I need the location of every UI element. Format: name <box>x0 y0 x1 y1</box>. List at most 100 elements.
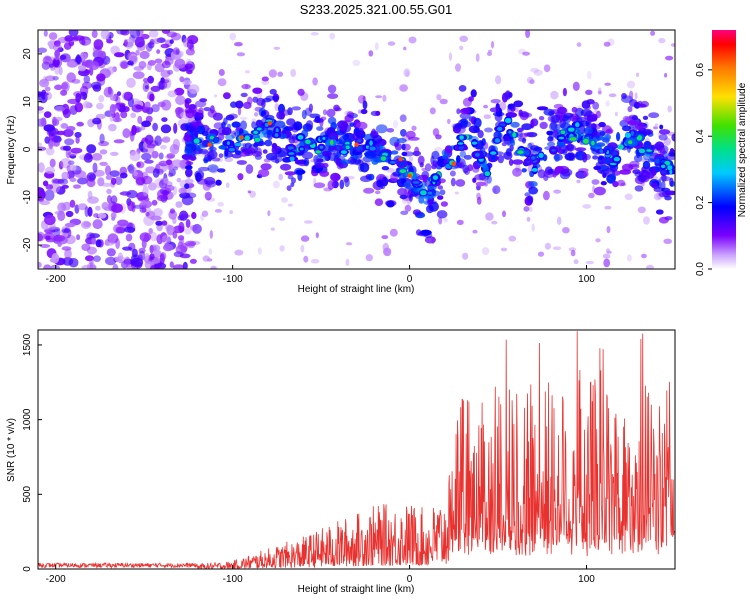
noise-blob <box>162 243 174 252</box>
signal-blob <box>225 134 235 141</box>
signal-blob <box>472 177 477 183</box>
noise-blob <box>88 173 96 181</box>
signal-blob <box>490 99 501 104</box>
noise-blob <box>153 208 163 217</box>
noise-blob <box>87 206 93 217</box>
noise-blob <box>39 78 50 88</box>
signal-blob <box>199 98 208 103</box>
noise-blob <box>146 143 156 149</box>
signal-blob <box>455 179 466 187</box>
signal-blob <box>595 142 606 147</box>
background-blob <box>290 68 297 78</box>
background-blob <box>443 217 448 223</box>
y-tick-label: 500 <box>22 486 33 503</box>
signal-core <box>628 140 633 145</box>
y-tick-label: 1000 <box>22 408 33 431</box>
signal-blob <box>240 92 248 98</box>
signal-core <box>228 147 236 152</box>
signal-blob <box>236 160 247 165</box>
noise-blob <box>126 77 136 88</box>
noise-blob <box>76 234 81 241</box>
noise-blob <box>113 139 125 144</box>
signal-blob <box>241 83 251 90</box>
noise-blob <box>48 139 54 150</box>
background-blob <box>429 107 436 115</box>
signal-core <box>234 142 242 147</box>
noise-blob <box>45 75 56 82</box>
signal-blob <box>539 121 548 130</box>
signal-blob <box>582 152 588 163</box>
noise-blob <box>38 190 46 199</box>
noise-blob <box>124 256 131 268</box>
noise-blob <box>127 60 134 66</box>
noise-blob <box>95 239 102 248</box>
noise-blob <box>68 30 79 37</box>
signal-core <box>345 145 350 150</box>
signal-blob <box>616 132 621 142</box>
signal-blob <box>204 176 216 185</box>
signal-blob <box>508 158 514 166</box>
background-blob <box>526 216 531 222</box>
background-blob <box>637 206 646 214</box>
signal-blob <box>412 209 421 216</box>
background-blob <box>315 232 319 239</box>
background-blob <box>229 210 233 215</box>
signal-blob <box>571 106 578 113</box>
noise-blob <box>66 72 76 83</box>
background-blob <box>537 251 545 257</box>
snr-frame <box>37 329 676 570</box>
signal-blob <box>375 124 388 134</box>
signal-blob <box>583 126 593 135</box>
noise-blob <box>57 202 66 213</box>
noise-blob <box>99 161 108 166</box>
signal-blob <box>185 165 193 170</box>
signal-blob <box>280 163 292 171</box>
noise-blob <box>112 117 122 123</box>
noise-blob <box>66 125 76 132</box>
noise-blob <box>110 177 117 185</box>
signal-blob <box>492 185 501 195</box>
signal-core <box>288 152 295 155</box>
noise-blob <box>172 47 180 55</box>
signal-blob <box>583 171 589 177</box>
noise-blob <box>176 177 182 183</box>
background-blob <box>438 217 443 225</box>
noise-blob <box>38 47 48 54</box>
signal-blob <box>327 93 339 99</box>
noise-blob <box>43 30 48 37</box>
noise-blob <box>161 30 171 34</box>
background-blob <box>550 90 559 100</box>
noise-blob <box>144 101 151 109</box>
background-blob <box>481 247 490 256</box>
signal-core <box>568 127 575 132</box>
background-blob <box>229 32 237 41</box>
signal-blob <box>634 185 644 192</box>
noise-blob <box>110 151 119 156</box>
signal-blob <box>265 95 275 101</box>
signal-core <box>289 156 295 162</box>
background-blob <box>606 226 611 234</box>
signal-blob <box>547 136 554 142</box>
signal-blob <box>627 106 633 113</box>
noise-blob <box>166 159 172 166</box>
noise-blob <box>48 32 58 40</box>
y-tick-label: 10 <box>22 96 33 108</box>
noise-blob <box>103 86 114 98</box>
noise-blob <box>62 257 74 266</box>
noise-blob <box>110 95 116 101</box>
signal-blob <box>402 151 414 157</box>
signal-blob <box>399 194 408 200</box>
noise-blob <box>92 219 103 230</box>
background-blob <box>485 212 494 221</box>
signal-blob <box>221 127 232 136</box>
signal-blob <box>346 111 355 118</box>
background-blob <box>576 42 582 47</box>
noise-blob <box>76 121 84 127</box>
noise-blob <box>115 226 125 234</box>
signal-blob <box>456 155 461 164</box>
snr-panel: -200 -100 0 100 0 500 1000 1500 Height of stra… <box>6 329 676 595</box>
noise-blob <box>110 45 120 55</box>
background-blob <box>459 35 469 42</box>
background-blob <box>313 177 317 185</box>
spectrogram-y-label: Frequency (Hz) <box>6 116 17 185</box>
